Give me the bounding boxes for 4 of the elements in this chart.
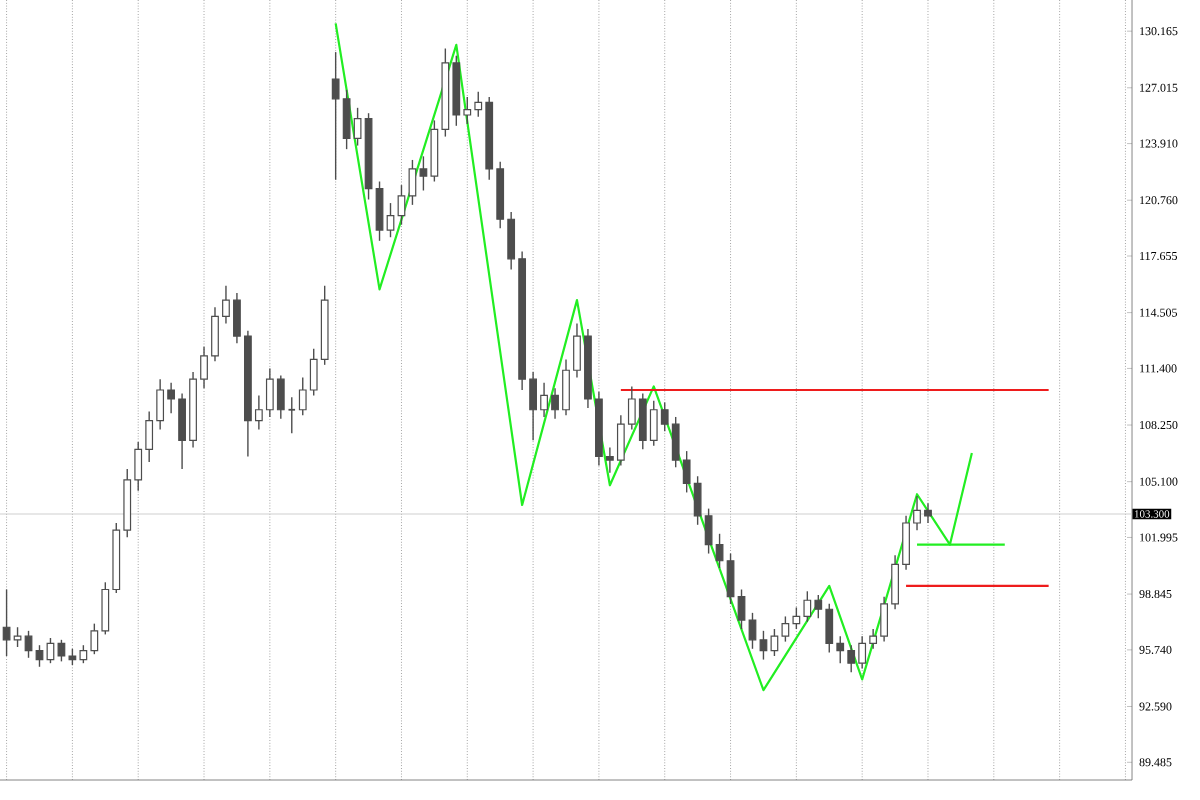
candlestick: [35, 644, 44, 668]
candlestick: [748, 612, 757, 650]
candlestick: [737, 588, 746, 630]
candlestick: [386, 202, 395, 238]
